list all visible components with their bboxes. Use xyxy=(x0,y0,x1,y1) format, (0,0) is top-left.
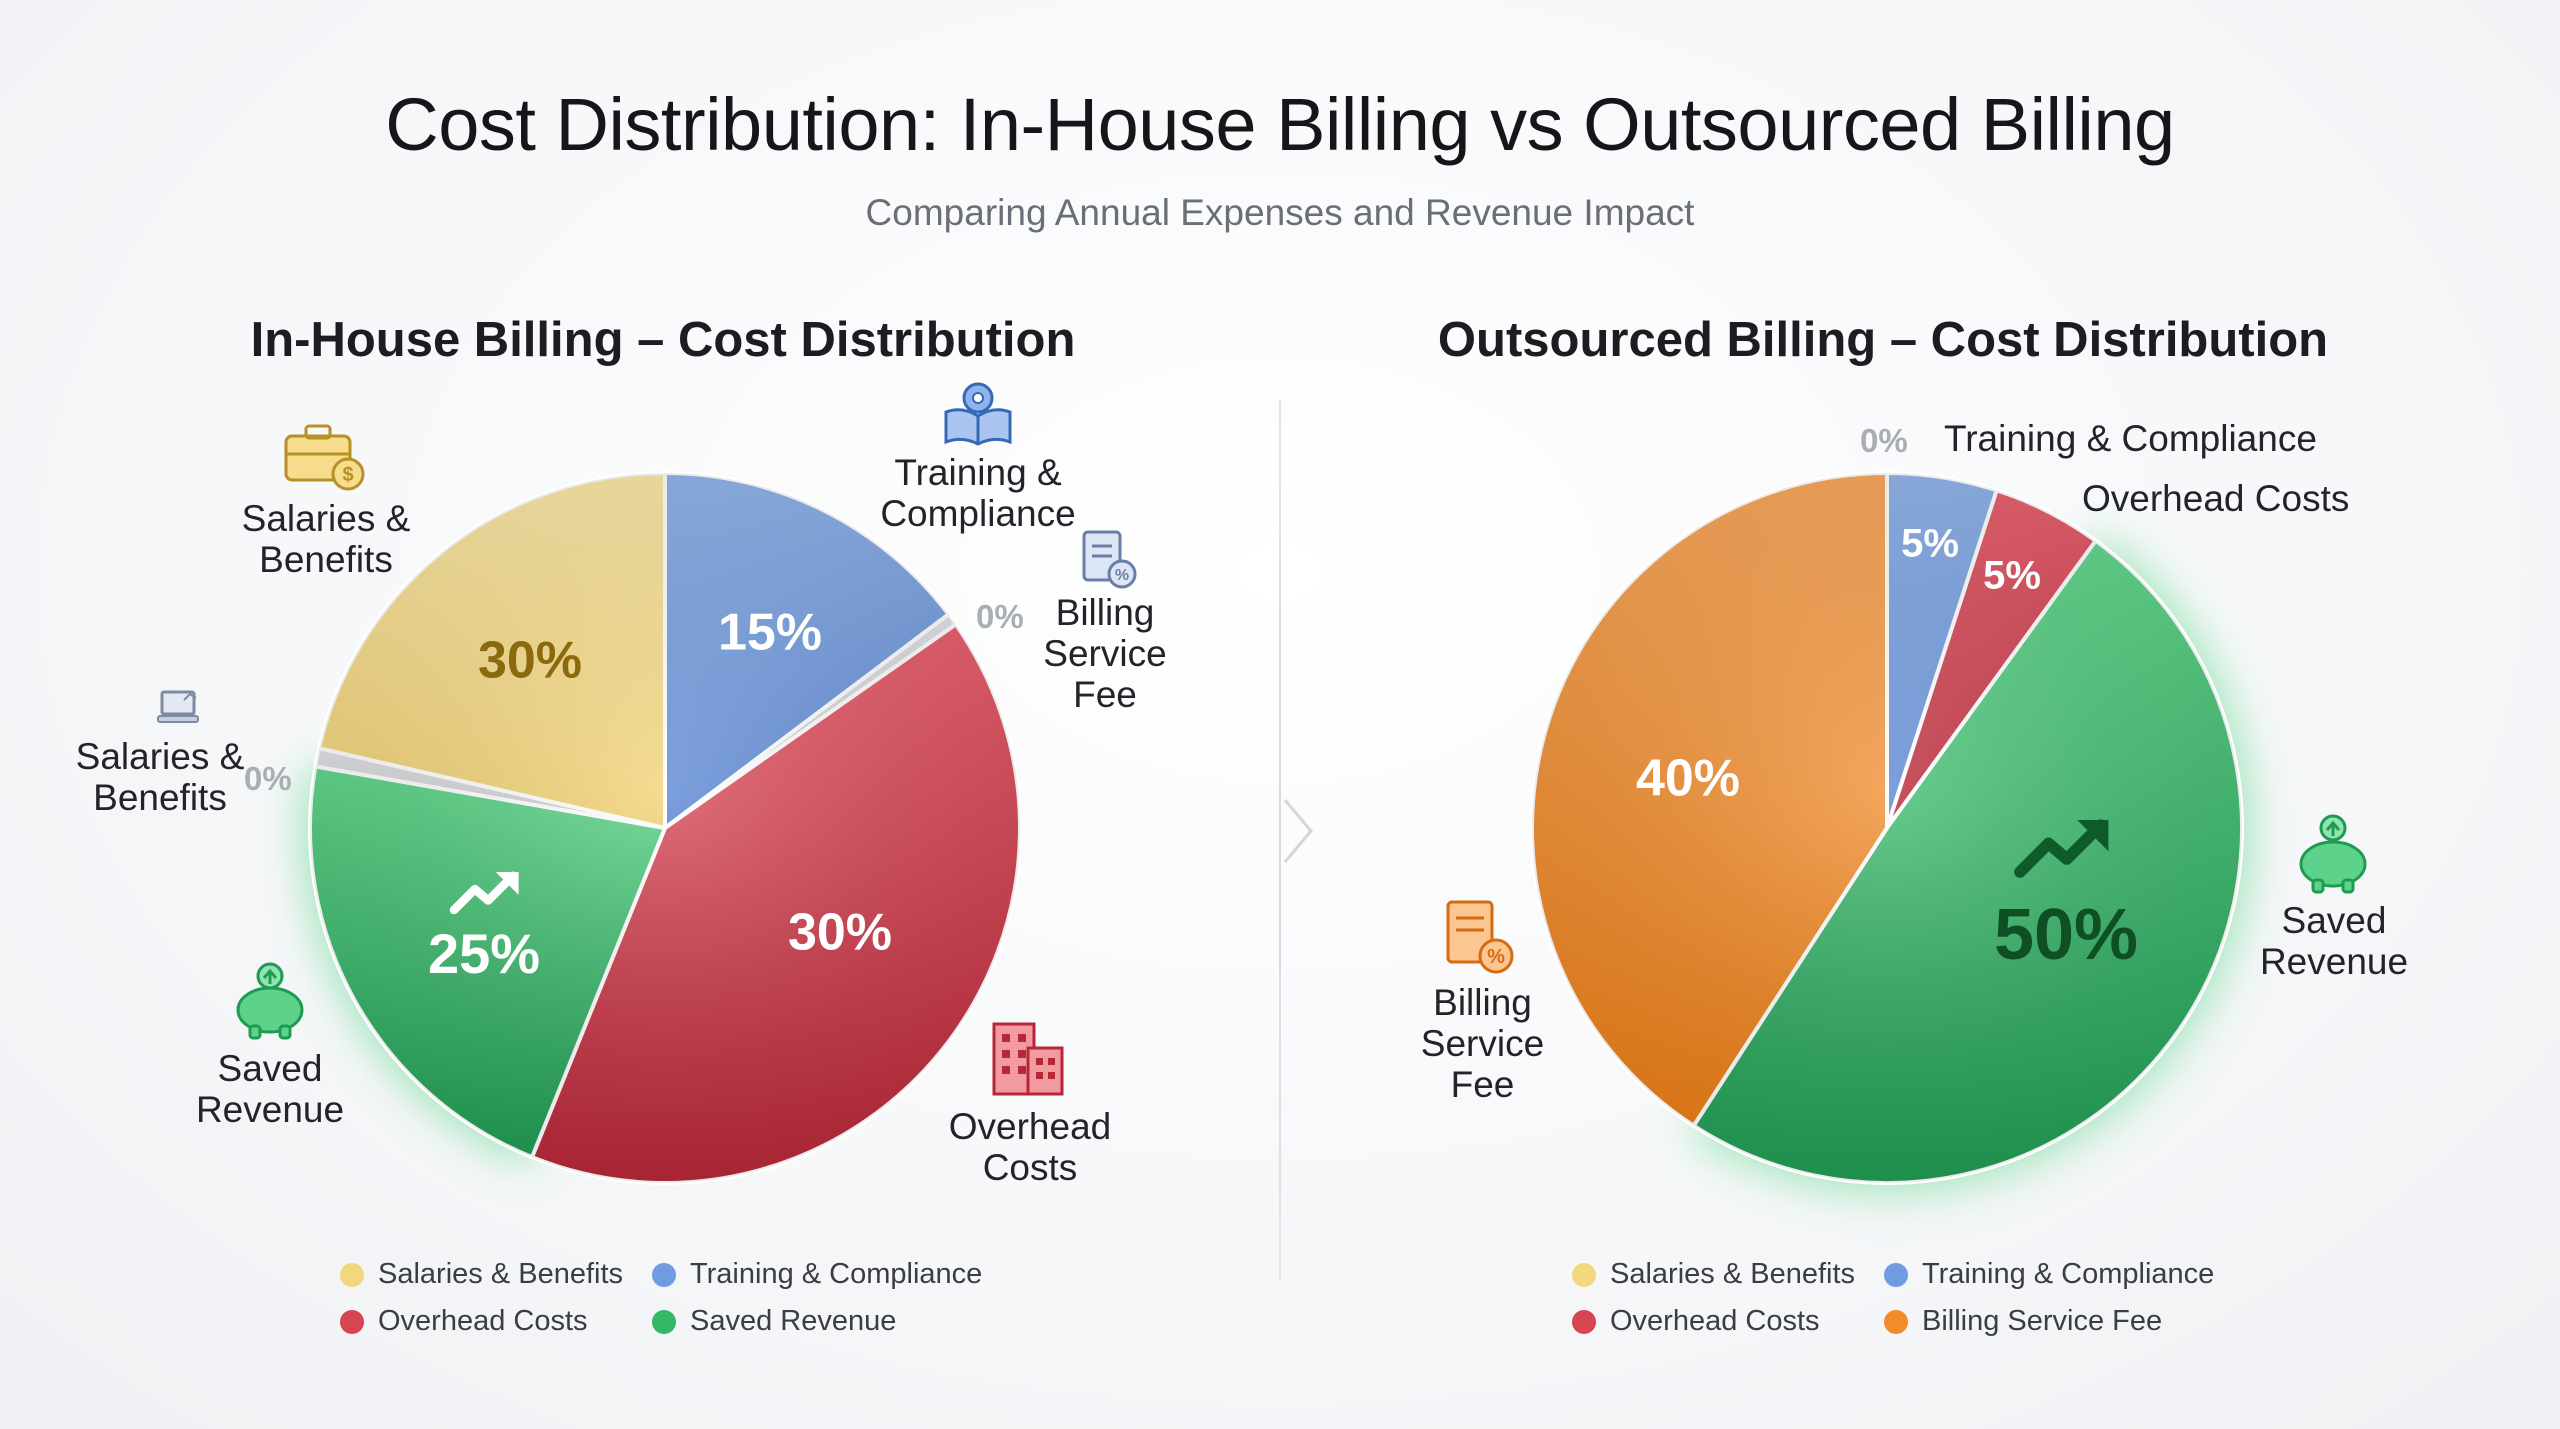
legend-item-salaries: Salaries & Benefits xyxy=(1572,1258,1884,1291)
legend-swatch xyxy=(1572,1262,1596,1287)
svg-text:%: % xyxy=(1115,567,1129,584)
legend-swatch xyxy=(340,1262,364,1287)
callout-overhead-costs-left: Overhead Costs xyxy=(948,1106,1112,1188)
laptop-icon xyxy=(157,690,199,723)
callout-salaries-benefits-left: Salaries & Benefits xyxy=(75,736,245,818)
legend-label: Billing Service Fee xyxy=(1922,1305,2163,1337)
trend-up-icon xyxy=(449,871,519,915)
pie-label-overhead-costs: 30% xyxy=(788,904,892,962)
zero-pct-salaries-left: 0% xyxy=(244,760,292,797)
callout-billing-service-fee-left: Billing Service Fee xyxy=(1043,592,1167,715)
legend-swatch xyxy=(1884,1309,1908,1334)
legend-item-salaries: Salaries & Benefits xyxy=(340,1258,652,1291)
legend-label: Overhead Costs xyxy=(378,1305,588,1337)
legend-label: Training & Compliance xyxy=(690,1258,983,1290)
legend-swatch xyxy=(1572,1309,1596,1334)
zero-pct-billing-fee-left: 0% xyxy=(976,598,1024,635)
legend-item-overhead: Overhead Costs xyxy=(1572,1305,1884,1338)
svg-text:%: % xyxy=(1487,946,1505,968)
callout-saved-revenue-right: Saved Revenue xyxy=(2259,900,2409,982)
briefcase-dollar-icon: $ xyxy=(284,424,365,491)
office-building-icon xyxy=(992,1022,1064,1096)
page-subtitle: Comparing Annual Expenses and Revenue Im… xyxy=(865,192,1695,233)
legend-item-overhead: Overhead Costs xyxy=(340,1305,652,1338)
pie-label-salaries-benefits: 30% xyxy=(478,632,582,690)
piggy-bank-icon xyxy=(236,962,304,1040)
legend-label: Salaries & Benefits xyxy=(378,1258,624,1290)
legend-label: Overhead Costs xyxy=(1610,1305,1820,1337)
legend-swatch xyxy=(652,1262,676,1287)
pie-label-overhead-costs: 5% xyxy=(1983,554,2041,598)
legend-item-training: Training & Compliance xyxy=(1884,1258,2214,1291)
trend-up-icon xyxy=(2014,819,2109,878)
legend-label: Saved Revenue xyxy=(690,1305,897,1337)
pie-label-billing-service-fee: 40% xyxy=(1636,750,1740,808)
divider-chevron-icon xyxy=(1283,799,1313,863)
pie-label-saved-revenue: 50% xyxy=(1994,895,2138,975)
invoice-percent-icon: % xyxy=(1082,530,1137,589)
legend-swatch xyxy=(652,1309,676,1334)
in-house-legend: Salaries & Benefits Training & Complianc… xyxy=(340,1258,982,1338)
svg-text:$: $ xyxy=(342,464,353,486)
legend-item-training: Training & Compliance xyxy=(652,1258,982,1291)
page-title: Cost Distribution: In-House Billing vs O… xyxy=(385,83,2175,166)
book-gear-icon xyxy=(944,382,1012,446)
outsourced-legend: Salaries & Benefits Training & Complianc… xyxy=(1572,1258,2214,1338)
callout-salaries-benefits-top: Salaries & Benefits xyxy=(241,498,411,580)
legend-swatch xyxy=(340,1309,364,1334)
invoice-percent-icon: % xyxy=(1446,900,1514,974)
pie-label-saved-revenue: 25% xyxy=(428,922,540,985)
callout-training-compliance-right: Training & Compliance xyxy=(1944,418,2317,459)
callout-saved-revenue-left: Saved Revenue xyxy=(195,1048,345,1130)
outsourced-chart-title: Outsourced Billing – Cost Distribution xyxy=(1437,313,2329,367)
outsourced-pie-chart: 5% 5% 50% 40% xyxy=(1530,471,2248,1189)
callout-training-compliance-left: Training & Compliance xyxy=(880,452,1076,534)
callout-billing-service-fee-right: Billing Service Fee xyxy=(1420,982,1545,1105)
legend-label: Salaries & Benefits xyxy=(1610,1258,1856,1290)
piggy-bank-icon xyxy=(2299,814,2367,894)
panel-divider xyxy=(1279,400,1281,1280)
callout-overhead-costs-right: Overhead Costs xyxy=(2082,478,2350,519)
legend-item-billing-fee: Billing Service Fee xyxy=(1884,1305,2214,1338)
legend-label: Training & Compliance xyxy=(1922,1258,2215,1290)
zero-pct-training-right: 0% xyxy=(1860,422,1908,459)
legend-item-saved-revenue: Saved Revenue xyxy=(652,1305,982,1338)
legend-swatch xyxy=(1884,1262,1908,1287)
pie-label-training-compliance: 15% xyxy=(718,604,822,662)
pie-label-training-compliance: 5% xyxy=(1901,522,1959,566)
in-house-chart-title: In-House Billing – Cost Distribution xyxy=(250,313,1076,367)
